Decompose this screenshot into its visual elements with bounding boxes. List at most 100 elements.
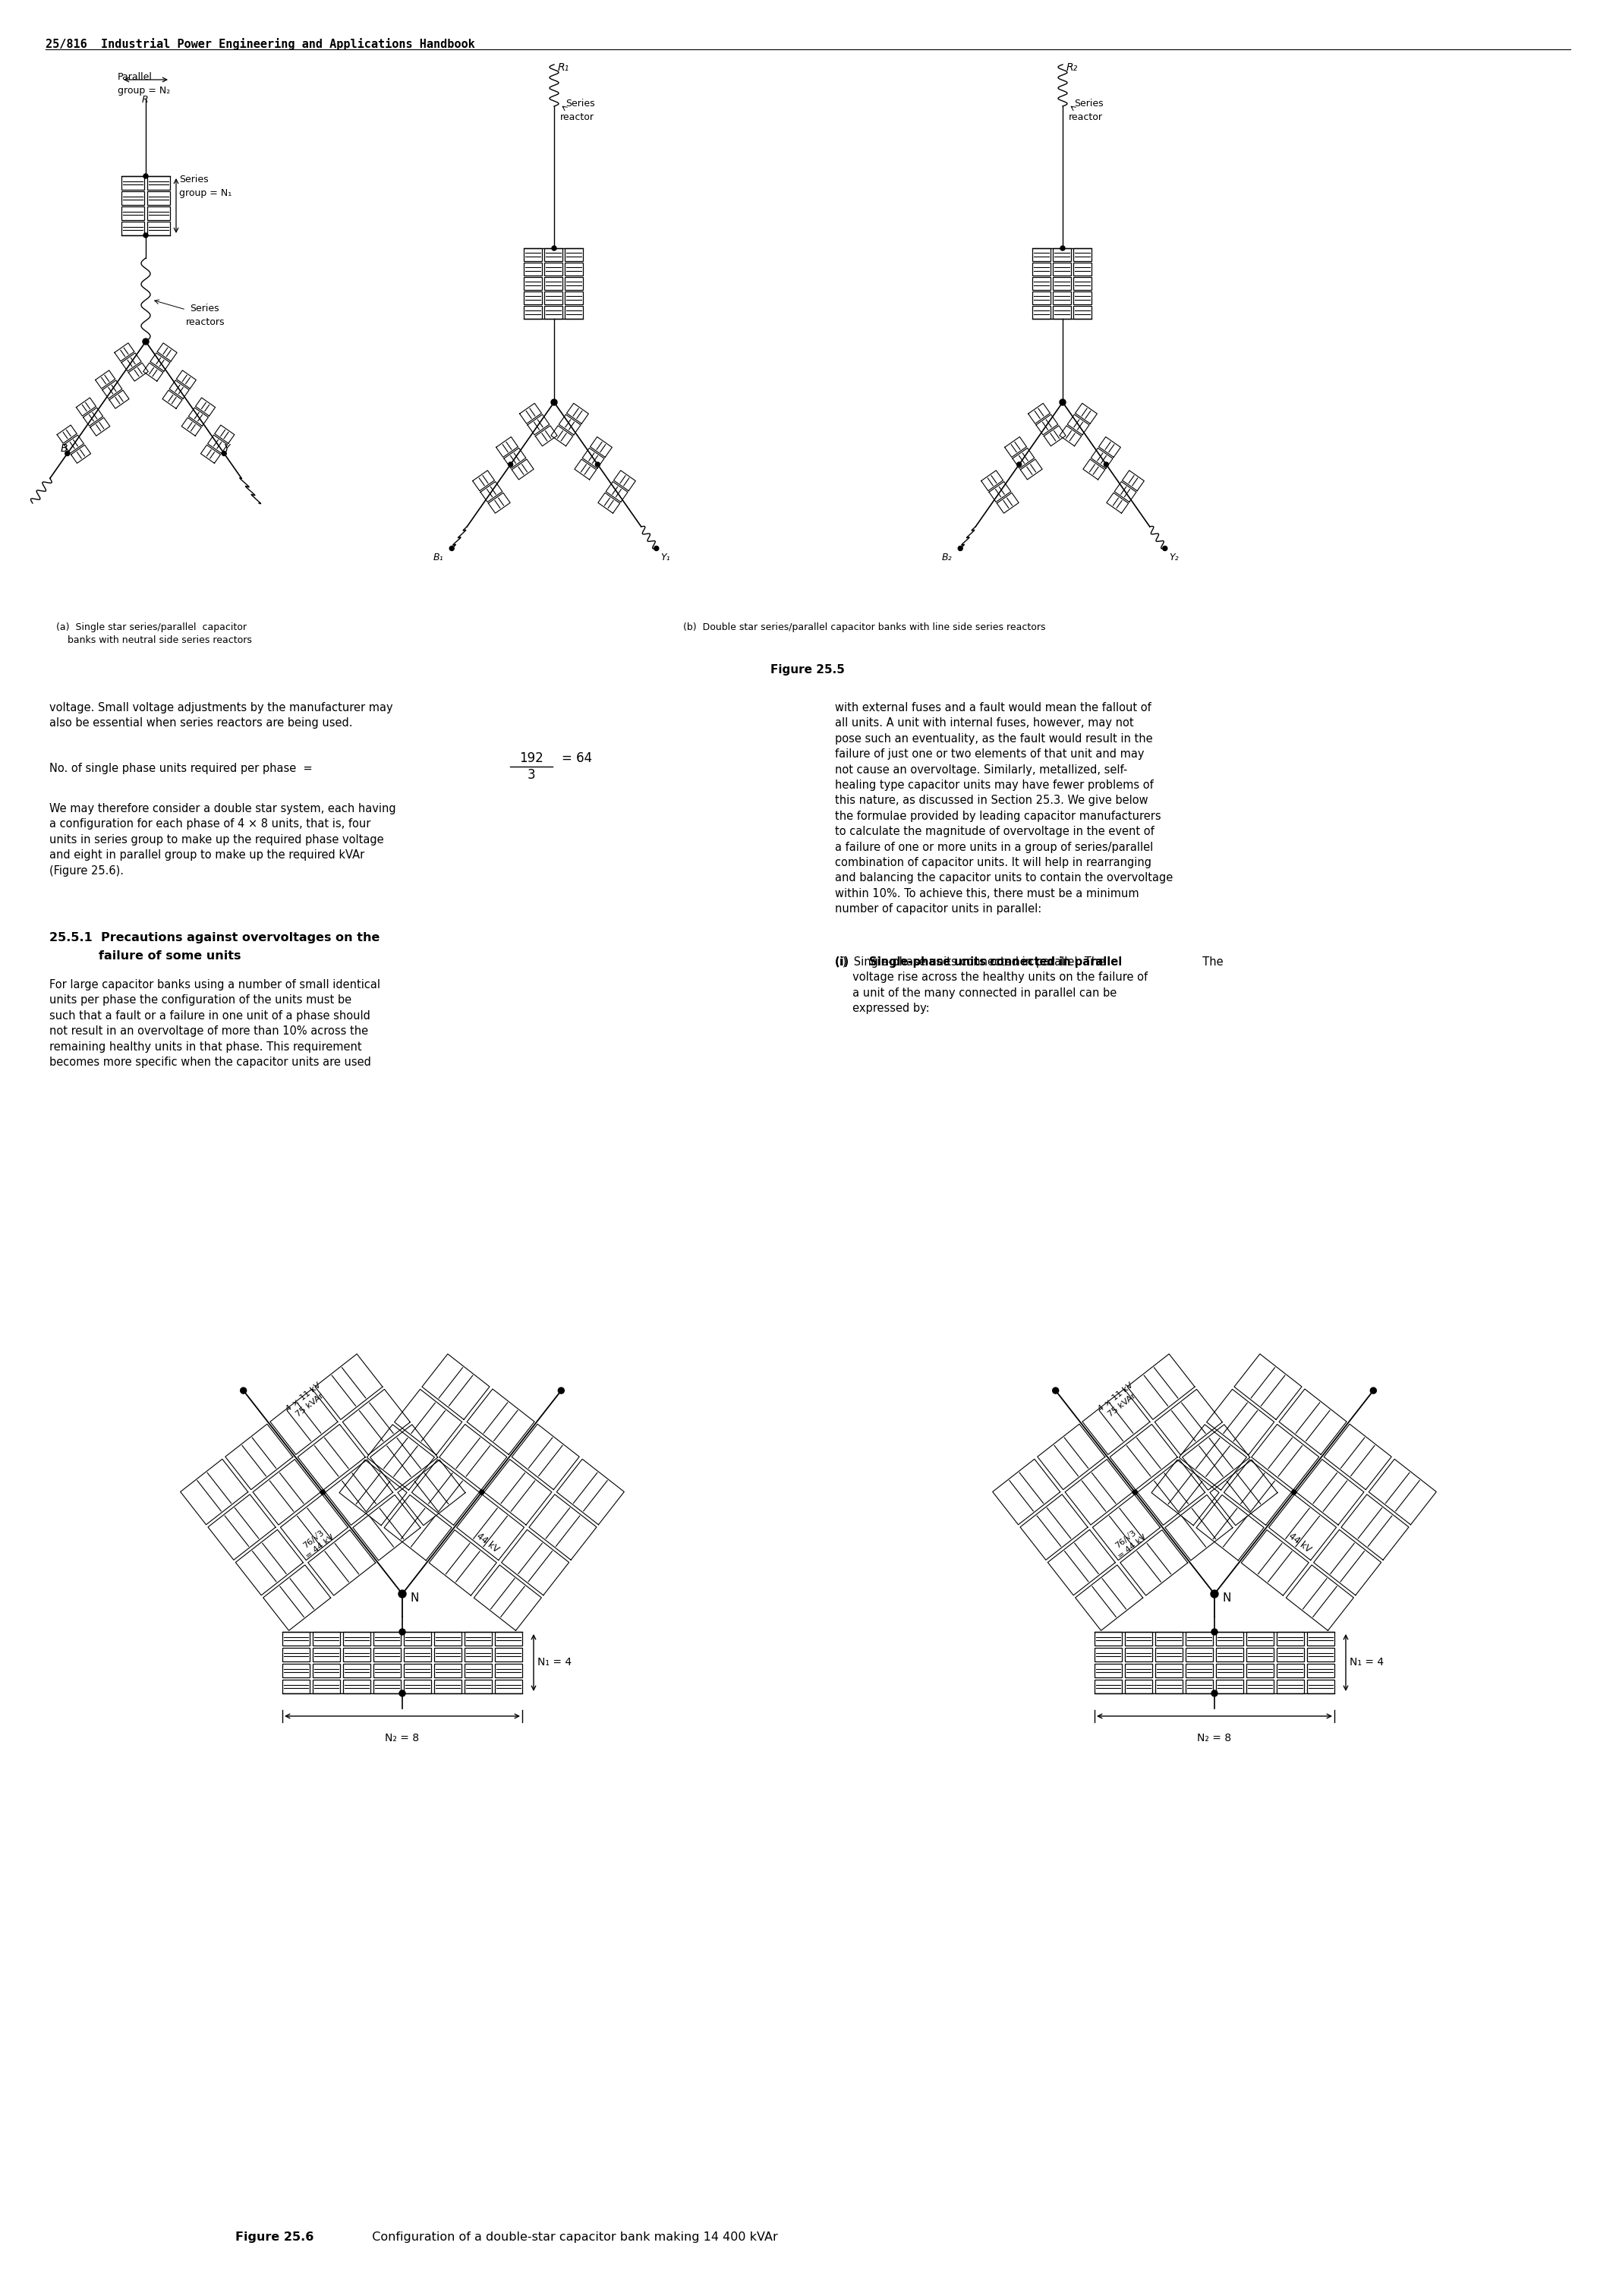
Text: Series: Series — [1075, 99, 1104, 108]
Bar — [435, 1632, 462, 1646]
Bar — [147, 191, 170, 204]
Bar — [1155, 1632, 1183, 1646]
Text: Parallel: Parallel — [118, 71, 152, 83]
Bar — [1052, 278, 1071, 289]
Bar — [283, 1649, 310, 1662]
Circle shape — [144, 174, 149, 179]
Bar — [147, 207, 170, 220]
Text: group = N₁: group = N₁ — [179, 188, 231, 197]
Bar — [1033, 305, 1050, 319]
Circle shape — [551, 400, 558, 406]
Bar — [564, 278, 583, 289]
Bar — [1215, 1681, 1243, 1694]
Bar — [564, 292, 583, 305]
Bar — [524, 248, 541, 262]
Text: R: R — [142, 94, 149, 106]
Text: reactor: reactor — [1068, 113, 1102, 122]
Circle shape — [551, 246, 556, 250]
Bar — [564, 262, 583, 276]
Text: B: B — [60, 443, 68, 455]
Circle shape — [509, 461, 512, 466]
Bar — [1052, 292, 1071, 305]
Bar — [464, 1665, 491, 1678]
Bar — [1033, 292, 1050, 305]
Text: For large capacitor banks using a number of small identical
units per phase the : For large capacitor banks using a number… — [50, 978, 380, 1068]
Bar — [1094, 1665, 1122, 1678]
Text: 76/√3
= 44 kV: 76/√3 = 44 kV — [299, 1525, 336, 1561]
Text: Figure 25.6: Figure 25.6 — [236, 2232, 314, 2243]
Text: R₂: R₂ — [1067, 62, 1078, 73]
Text: 44 kV: 44 kV — [475, 1531, 501, 1554]
Text: (b)  Double star series/parallel capacitor banks with line side series reactors: (b) Double star series/parallel capacito… — [684, 622, 1046, 631]
Text: 3: 3 — [527, 769, 535, 781]
Text: B₁: B₁ — [433, 551, 443, 563]
Bar — [404, 1681, 431, 1694]
Bar — [343, 1665, 370, 1678]
Bar — [121, 223, 144, 234]
Text: We may therefore consider a double star system, each having
a configuration for : We may therefore consider a double star … — [50, 804, 396, 877]
Circle shape — [1291, 1490, 1296, 1495]
Bar — [1186, 1681, 1214, 1694]
Bar — [1186, 1649, 1214, 1662]
Bar — [121, 191, 144, 204]
Text: Series: Series — [566, 99, 595, 108]
Bar — [314, 1649, 339, 1662]
Circle shape — [1016, 461, 1021, 466]
Circle shape — [1060, 400, 1065, 406]
Bar — [1186, 1632, 1214, 1646]
Text: Configuration of a double-star capacitor bank making 14 400 kVAr: Configuration of a double-star capacitor… — [364, 2232, 777, 2243]
Circle shape — [221, 452, 226, 455]
Bar — [524, 292, 541, 305]
Bar — [1215, 1649, 1243, 1662]
Bar — [314, 1681, 339, 1694]
Bar — [343, 1649, 370, 1662]
Bar — [1155, 1681, 1183, 1694]
Text: N: N — [1222, 1591, 1231, 1603]
Bar — [564, 305, 583, 319]
Text: (a)  Single star series/parallel  capacitor
     banks with neutral side series : (a) Single star series/parallel capacito… — [52, 622, 252, 645]
Bar — [1277, 1632, 1304, 1646]
Text: Y: Y — [223, 443, 229, 455]
Text: Single-phase units connected in parallel: Single-phase units connected in parallel — [869, 957, 1122, 967]
Circle shape — [399, 1628, 406, 1635]
Bar — [1125, 1649, 1152, 1662]
Bar — [1215, 1632, 1243, 1646]
Bar — [545, 278, 562, 289]
Circle shape — [241, 1387, 247, 1394]
Bar — [1073, 278, 1091, 289]
Bar — [494, 1632, 522, 1646]
Bar — [1094, 1681, 1122, 1694]
Bar — [404, 1649, 431, 1662]
Circle shape — [595, 461, 600, 466]
Bar — [545, 248, 562, 262]
Bar — [373, 1649, 401, 1662]
Bar — [1033, 278, 1050, 289]
Bar — [1073, 305, 1091, 319]
Text: (i)  Single-phase units connected in parallel  The
     voltage rise across the : (i) Single-phase units connected in para… — [835, 957, 1147, 1015]
Bar — [1033, 262, 1050, 276]
Bar — [1246, 1665, 1273, 1678]
Circle shape — [1133, 1490, 1138, 1495]
Bar — [1125, 1632, 1152, 1646]
Bar — [1277, 1649, 1304, 1662]
Text: 25.5.1  Precautions against overvoltages on the: 25.5.1 Precautions against overvoltages … — [50, 932, 380, 944]
Bar — [1052, 248, 1071, 262]
Bar — [564, 248, 583, 262]
Circle shape — [1370, 1387, 1377, 1394]
Bar — [1155, 1665, 1183, 1678]
Bar — [373, 1665, 401, 1678]
Circle shape — [1210, 1591, 1218, 1598]
Bar — [121, 207, 144, 220]
Circle shape — [958, 546, 963, 551]
Text: (i): (i) — [835, 957, 856, 967]
Text: 44 kV: 44 kV — [1286, 1531, 1312, 1554]
Text: N₂ = 8: N₂ = 8 — [385, 1733, 420, 1743]
Bar — [1307, 1665, 1335, 1678]
Bar — [147, 177, 170, 191]
Bar — [1246, 1632, 1273, 1646]
Bar — [373, 1681, 401, 1694]
Bar — [147, 223, 170, 234]
Bar — [283, 1681, 310, 1694]
Text: 76/√3
= 44 kV: 76/√3 = 44 kV — [1110, 1525, 1147, 1561]
Text: N: N — [410, 1591, 419, 1603]
